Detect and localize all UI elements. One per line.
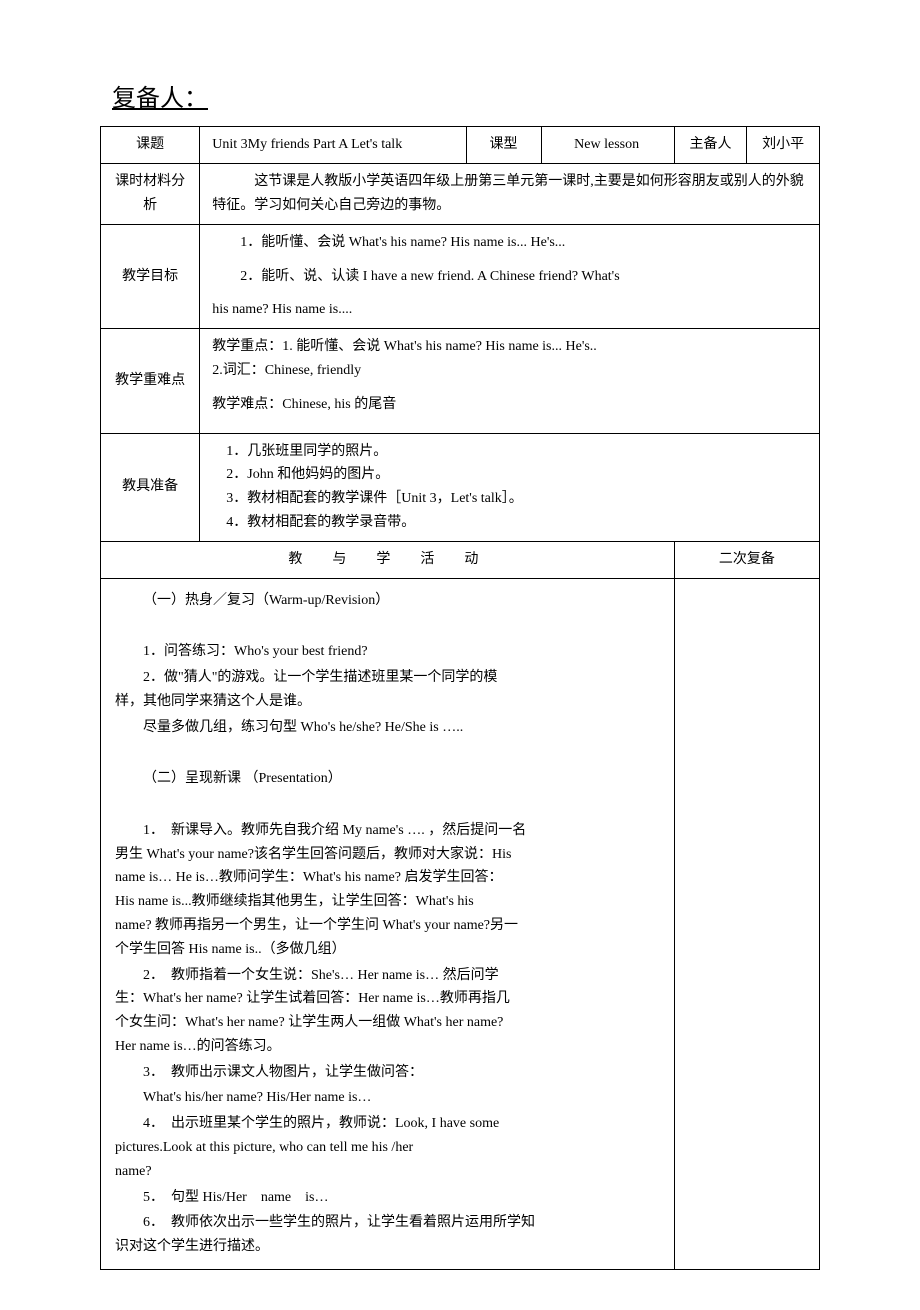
act-p9: What's his/her name? His/Her name is…	[115, 1086, 660, 1110]
ercifu-content	[674, 578, 819, 1270]
obj-line1: 1．能听懂、会说 What's his name? His name is...…	[212, 231, 811, 255]
mat-line3: 3．教材相配套的教学课件［Unit 3，Let's talk］。	[212, 487, 811, 511]
mat-line4: 4．教材相配套的教学录音带。	[212, 511, 811, 535]
act-p5: （二）呈现新课 （Presentation）	[115, 767, 660, 791]
value-zhubei: 刘小平	[747, 127, 820, 164]
kp-line1: 教学重点：1. 能听懂、会说 What's his name? His name…	[212, 335, 811, 359]
row-objectives: 教学目标 1．能听懂、会说 What's his name? His name …	[101, 224, 820, 328]
value-objectives: 1．能听懂、会说 What's his name? His name is...…	[200, 224, 820, 328]
act-p1: （一）热身／复习（Warm-up/Revision）	[115, 589, 660, 613]
act-p2: 1．问答练习：Who's your best friend?	[115, 640, 660, 664]
act-p7: 2． 教师指着一个女生说：She's… Her name is… 然后问学生：W…	[115, 964, 660, 1059]
label-keypoints: 教学重难点	[101, 329, 200, 433]
act-p12: 6． 教师依次出示一些学生的照片，让学生看着照片运用所学知识对这个学生进行描述。	[115, 1211, 660, 1259]
label-keti: 课题	[101, 127, 200, 164]
act-p10: 4． 出示班里某个学生的照片，教师说：Look, I have somepict…	[115, 1112, 660, 1183]
page-title: 复备人：	[100, 80, 820, 118]
act-p4: 尽量多做几组，练习句型 Who's he/she? He/She is …..	[115, 716, 660, 740]
row-topic: 课题 Unit 3My friends Part A Let's talk 课型…	[101, 127, 820, 164]
lesson-plan-table: 课题 Unit 3My friends Part A Let's talk 课型…	[100, 126, 820, 1270]
activity-content: （一）热身／复习（Warm-up/Revision） 1．问答练习：Who's …	[101, 578, 675, 1270]
row-materials: 教具准备 1．几张班里同学的照片。 2．John 和他妈妈的图片。 3．教材相配…	[101, 433, 820, 541]
row-activity-header: 教 与 学 活 动 二次复备	[101, 541, 820, 578]
obj-line2: 2．能听、说、认读 I have a new friend. A Chinese…	[212, 265, 811, 289]
mat-line2: 2．John 和他妈妈的图片。	[212, 463, 811, 487]
act-p6: 1． 新课导入。教师先自我介绍 My name's …. ，然后提问一名男生 W…	[115, 819, 660, 962]
label-materials: 教具准备	[101, 433, 200, 541]
label-objectives: 教学目标	[101, 224, 200, 328]
kp-line2: 2.词汇：Chinese, friendly	[212, 359, 811, 383]
act-p3: 2．做"猜人"的游戏。让一个学生描述班里某一个同学的模样，其他同学来猜这个人是谁…	[115, 666, 660, 714]
value-keypoints: 教学重点：1. 能听懂、会说 What's his name? His name…	[200, 329, 820, 433]
label-kexing: 课型	[466, 127, 541, 164]
value-kexing: New lesson	[541, 127, 674, 164]
label-analysis: 课时材料分析	[101, 164, 200, 225]
value-keti: Unit 3My friends Part A Let's talk	[200, 127, 466, 164]
value-analysis: 这节课是人教版小学英语四年级上册第三单元第一课时,主要是如何形容朋友或别人的外貌…	[200, 164, 820, 225]
label-activity: 教 与 学 活 动	[101, 541, 675, 578]
label-ercifu: 二次复备	[674, 541, 819, 578]
act-p8: 3． 教师出示课文人物图片，让学生做问答：	[115, 1061, 660, 1085]
kp-line3: 教学难点：Chinese, his 的尾音	[212, 393, 811, 417]
act-p11: 5． 句型 His/Her name is…	[115, 1186, 660, 1210]
row-activity-content: （一）热身／复习（Warm-up/Revision） 1．问答练习：Who's …	[101, 578, 820, 1270]
row-keypoints: 教学重难点 教学重点：1. 能听懂、会说 What's his name? Hi…	[101, 329, 820, 433]
row-material-analysis: 课时材料分析 这节课是人教版小学英语四年级上册第三单元第一课时,主要是如何形容朋…	[101, 164, 820, 225]
obj-line3: his name? His name is....	[212, 298, 811, 322]
value-materials: 1．几张班里同学的照片。 2．John 和他妈妈的图片。 3．教材相配套的教学课…	[200, 433, 820, 541]
label-zhubei: 主备人	[674, 127, 747, 164]
mat-line1: 1．几张班里同学的照片。	[212, 440, 811, 464]
